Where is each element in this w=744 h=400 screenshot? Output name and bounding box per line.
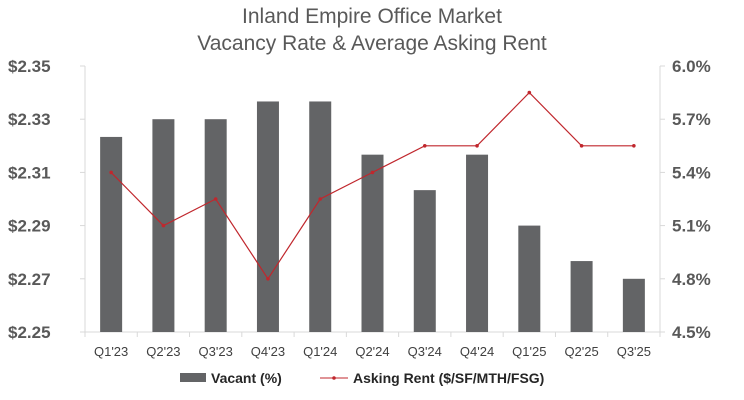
asking-rent-point [213, 197, 218, 201]
x-tick-label: Q1'23 [94, 344, 128, 359]
legend-label-vacant: Vacant (%) [211, 370, 282, 386]
right-axis-ticks: 6.0% 5.7% 5.4% 5.1% 4.8% 4.5% [660, 57, 711, 342]
asking-rent-point [632, 144, 636, 148]
right-tick-label: 4.5% [672, 323, 711, 342]
x-tick-label: Q1'25 [512, 344, 546, 359]
legend-swatch-vacant [180, 373, 206, 382]
asking-rent-point [370, 170, 375, 175]
vacancy-bar [361, 154, 384, 332]
right-tick-label: 5.4% [672, 163, 711, 182]
asking-rent-point [527, 90, 532, 95]
vacancy-bar [622, 278, 645, 332]
legend: Vacant (%) Asking Rent ($/SF/MTH/FSG) [180, 370, 544, 386]
x-tick-label: Q1'24 [303, 344, 337, 359]
vacancy-bar [413, 190, 436, 332]
asking-rent-point [422, 144, 427, 148]
left-tick-label: $2.29 [8, 217, 51, 236]
asking-rent-point [161, 223, 166, 228]
vacancy-bar [466, 154, 489, 332]
asking-rent-point [475, 144, 479, 148]
vacancy-bar [204, 119, 227, 332]
x-tick-label: Q2'23 [146, 344, 180, 359]
left-tick-label: $2.35 [8, 57, 51, 76]
x-tick-label: Q2'25 [564, 344, 598, 359]
x-tick-label: Q4'23 [251, 344, 285, 359]
x-tick-label: Q4'24 [460, 344, 494, 359]
vacancy-bar [309, 101, 332, 332]
asking-rent-point [318, 197, 323, 201]
x-tick-label: Q3'25 [617, 344, 651, 359]
left-tick-label: $2.31 [8, 163, 51, 182]
x-tick-label: Q3'24 [408, 344, 442, 359]
x-tick-label: Q2'24 [355, 344, 389, 359]
left-tick-label: $2.27 [8, 270, 51, 289]
x-axis-ticks: Q1'23 Q2'23 Q3'23 Q4'23 Q1'24 Q2'24 Q3'24 Q4'24… [84, 332, 661, 359]
vacancy-bar [100, 136, 123, 332]
vacancy-bars [100, 101, 645, 332]
asking-rent-line-layer [109, 90, 636, 281]
asking-rent-point [266, 277, 270, 281]
chart-title-line-2: Vacancy Rate & Average Asking Rent [197, 32, 547, 55]
right-tick-label: 4.8% [672, 270, 711, 289]
vacancy-bar [256, 101, 279, 332]
right-tick-label: 6.0% [672, 57, 711, 76]
x-tick-label: Q3'23 [199, 344, 233, 359]
vacancy-bar [570, 261, 593, 332]
asking-rent-point [579, 144, 584, 148]
right-tick-label: 5.7% [672, 110, 711, 129]
left-axis-ticks: $2.35 $2.33 $2.31 $2.29 $2.27 $2.25 [8, 57, 85, 342]
vacancy-bar [518, 225, 541, 332]
legend-marker-asking-rent [332, 376, 336, 380]
right-tick-label: 5.1% [672, 217, 711, 236]
chart-title-line-1: Inland Empire Office Market [242, 5, 502, 28]
legend-label-asking-rent: Asking Rent ($/SF/MTH/FSG) [353, 370, 544, 386]
asking-rent-point [109, 170, 113, 175]
left-tick-label: $2.25 [8, 323, 51, 342]
left-tick-label: $2.33 [8, 110, 51, 129]
